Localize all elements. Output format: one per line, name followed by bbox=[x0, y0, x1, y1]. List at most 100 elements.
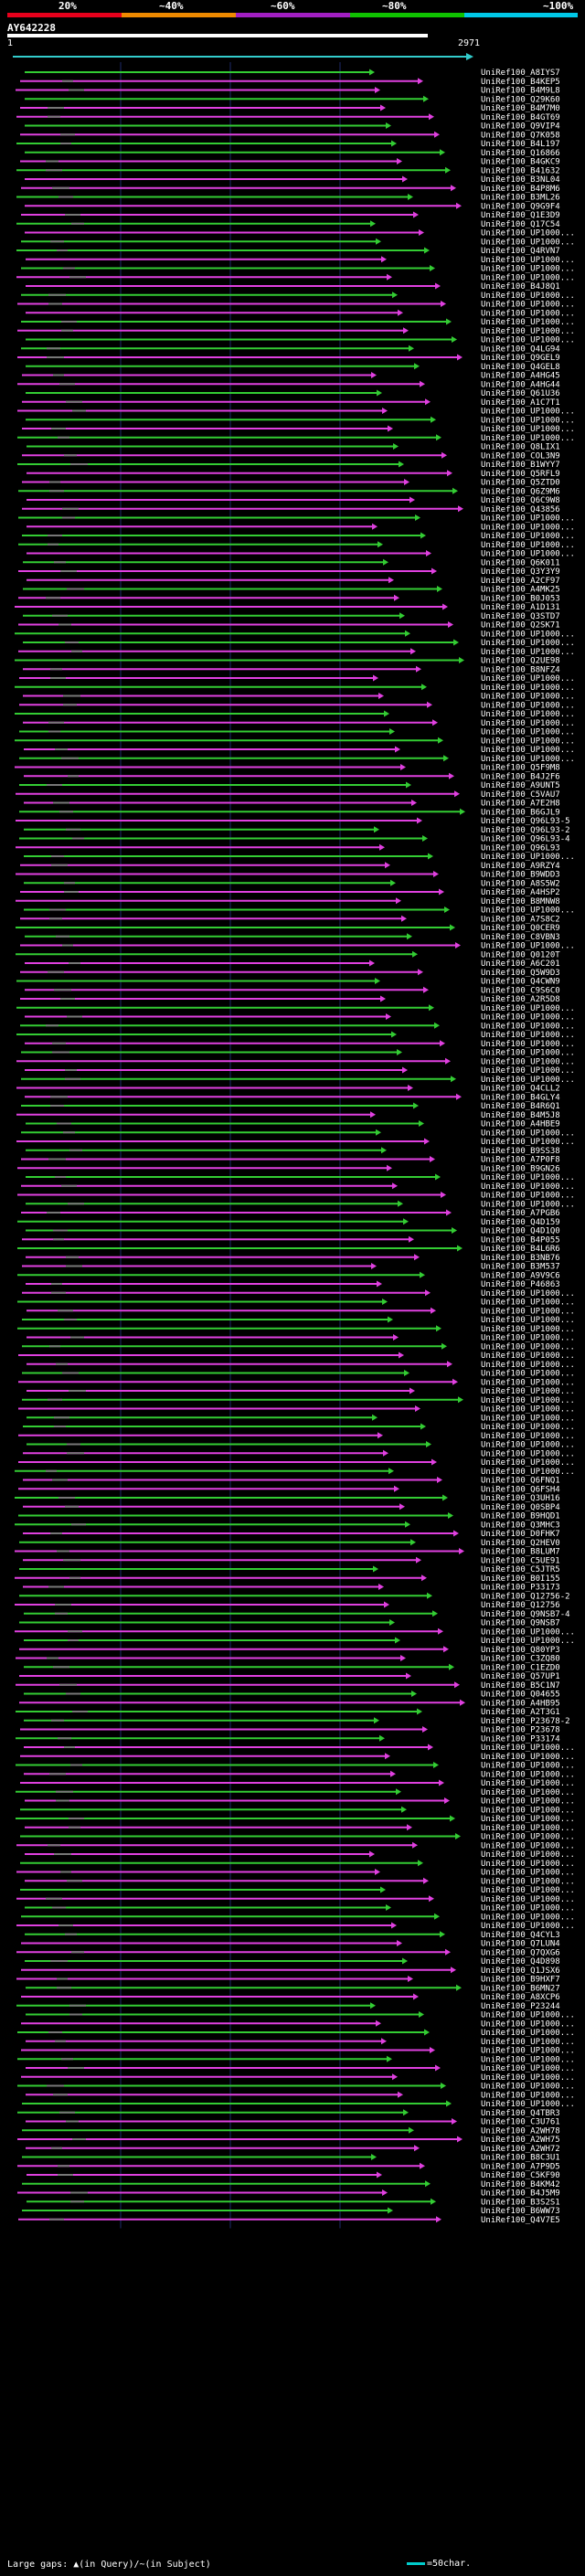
hit-label[interactable]: UniRef100_UP1000... bbox=[481, 229, 575, 239]
hit-row[interactable]: UniRef100_B4J5M9 bbox=[17, 2189, 560, 2199]
hit-label[interactable]: UniRef100_UP1000... bbox=[481, 1841, 575, 1850]
hit-row[interactable]: UniRef100_UP1000... bbox=[16, 1031, 575, 1040]
hit-label[interactable]: UniRef100_UP1000... bbox=[481, 1806, 575, 1815]
hit-row[interactable]: UniRef100_UP1000... bbox=[19, 701, 575, 710]
hit-label[interactable]: UniRef100_UP1000... bbox=[481, 265, 575, 274]
hit-row[interactable]: UniRef100_UP1000... bbox=[22, 1370, 575, 1379]
hit-row[interactable]: UniRef100_UP1000... bbox=[15, 684, 575, 693]
hit-row[interactable]: UniRef100_UP1000... bbox=[20, 1860, 575, 1869]
hit-label[interactable]: UniRef100_Q6FNQ1 bbox=[481, 1477, 560, 1486]
hit-label[interactable]: UniRef100_UP1000... bbox=[481, 2083, 575, 2092]
hit-row[interactable]: UniRef100_UP1000... bbox=[23, 1449, 575, 1458]
hit-label[interactable]: UniRef100_C5JTR5 bbox=[481, 1565, 560, 1574]
hit-label[interactable]: UniRef100_B8NFZ4 bbox=[481, 665, 560, 674]
hit-row[interactable]: UniRef100_UP1000... bbox=[26, 1200, 575, 1209]
hit-label[interactable]: UniRef100_B3NL04 bbox=[481, 175, 560, 185]
hit-label[interactable]: UniRef100_UP1000... bbox=[481, 942, 575, 951]
hit-label[interactable]: UniRef100_UP1000... bbox=[481, 1307, 575, 1316]
hit-label[interactable]: UniRef100_UP1000... bbox=[481, 2038, 575, 2047]
hit-label[interactable]: UniRef100_C5KF90 bbox=[481, 2171, 560, 2180]
hit-label[interactable]: UniRef100_UP1000... bbox=[481, 1886, 575, 1895]
hit-label[interactable]: UniRef100_UP1000... bbox=[481, 1449, 575, 1458]
hit-label[interactable]: UniRef100_Q0SBP4 bbox=[481, 1503, 560, 1512]
hit-label[interactable]: UniRef100_UP1000... bbox=[481, 1895, 575, 1904]
hit-row[interactable]: UniRef100_Q6FNQ1 bbox=[23, 1477, 560, 1486]
hit-label[interactable]: UniRef100_B4M9L8 bbox=[481, 87, 560, 96]
hit-label[interactable]: UniRef100_A7PGB6 bbox=[481, 1209, 560, 1218]
hit-row[interactable]: UniRef100_B0J053 bbox=[18, 594, 560, 603]
hit-row[interactable]: UniRef100_A4MK25 bbox=[23, 586, 560, 595]
hit-label[interactable]: UniRef100_B1WYY7 bbox=[481, 461, 560, 470]
hit-row[interactable]: UniRef100_UP1000... bbox=[26, 2011, 575, 2020]
hit-label[interactable]: UniRef100_B4KEP5 bbox=[481, 78, 560, 87]
hit-row[interactable]: UniRef100_A4HG44 bbox=[17, 380, 560, 389]
hit-label[interactable]: UniRef100_B8C3U1 bbox=[481, 2154, 560, 2163]
hit-label[interactable]: UniRef100_UP1000... bbox=[481, 336, 575, 345]
hit-row[interactable]: UniRef100_UP1000... bbox=[24, 1744, 575, 1753]
hit-row[interactable]: UniRef100_B5C1N7 bbox=[16, 1681, 560, 1691]
hit-label[interactable]: UniRef100_Q80YP3 bbox=[481, 1646, 560, 1655]
hit-label[interactable]: UniRef100_UP1000... bbox=[481, 710, 575, 719]
hit-label[interactable]: UniRef100_Q4CLL2 bbox=[481, 1085, 560, 1094]
hit-row[interactable]: UniRef100_UP1000... bbox=[16, 1057, 575, 1066]
hit-label[interactable]: UniRef100_Q96L93 bbox=[481, 843, 560, 853]
hit-row[interactable]: UniRef100_A2WH78 bbox=[22, 2126, 560, 2136]
hit-row[interactable]: UniRef100_UP1000... bbox=[15, 1468, 575, 1477]
hit-label[interactable]: UniRef100_UP1000... bbox=[481, 1361, 575, 1370]
hit-row[interactable]: UniRef100_A4HB95 bbox=[19, 1699, 560, 1708]
hit-label[interactable]: UniRef100_UP1000... bbox=[481, 1352, 575, 1361]
hit-row[interactable]: UniRef100_Q4CWN9 bbox=[16, 978, 560, 987]
hit-label[interactable]: UniRef100_B4M7M0 bbox=[481, 104, 560, 113]
hit-label[interactable]: UniRef100_Q3UH16 bbox=[481, 1494, 560, 1503]
hit-label[interactable]: UniRef100_UP1000... bbox=[481, 2019, 575, 2029]
hit-row[interactable]: UniRef100_UP1000... bbox=[16, 1841, 575, 1850]
hit-label[interactable]: UniRef100_Q7K058 bbox=[481, 131, 560, 140]
hit-row[interactable]: UniRef100_Q1E3D9 bbox=[21, 211, 560, 220]
hit-row[interactable]: UniRef100_UP1000... bbox=[20, 1833, 575, 1842]
hit-row[interactable]: UniRef100_UP1000... bbox=[16, 1762, 575, 1771]
hit-label[interactable]: UniRef100_Q7QXG6 bbox=[481, 1948, 560, 1957]
hit-row[interactable]: UniRef100_UP1000... bbox=[17, 2083, 575, 2092]
hit-label[interactable]: UniRef100_Q5RFL9 bbox=[481, 470, 560, 479]
hit-label[interactable]: UniRef100_UP1000... bbox=[481, 1013, 575, 1023]
hit-label[interactable]: UniRef100_UP1000... bbox=[481, 1057, 575, 1066]
hit-row[interactable]: UniRef100_Q0SBP4 bbox=[23, 1503, 560, 1512]
hit-label[interactable]: UniRef100_P33173 bbox=[481, 1584, 560, 1593]
hit-row[interactable]: UniRef100_UP1000... bbox=[20, 1022, 575, 1031]
hit-label[interactable]: UniRef100_Q29K60 bbox=[481, 95, 560, 104]
hit-row[interactable]: UniRef100_B4GLY4 bbox=[25, 1093, 560, 1102]
hit-row[interactable]: UniRef100_UP1000... bbox=[24, 746, 575, 755]
hit-row[interactable]: UniRef100_UP1000... bbox=[17, 408, 575, 417]
hit-row[interactable]: UniRef100_B4M9L8 bbox=[16, 87, 560, 96]
hit-label[interactable]: UniRef100_A4HG45 bbox=[481, 372, 560, 381]
hit-label[interactable]: UniRef100_UP1000... bbox=[481, 1289, 575, 1299]
hit-row[interactable]: UniRef100_UP1000... bbox=[23, 1423, 575, 1432]
hit-label[interactable]: UniRef100_B9SS38 bbox=[481, 1147, 560, 1156]
hit-row[interactable]: UniRef100_UP1000... bbox=[17, 1325, 575, 1334]
hit-label[interactable]: UniRef100_B0J053 bbox=[481, 594, 560, 603]
hit-label[interactable]: UniRef100_A4MK25 bbox=[481, 586, 560, 595]
hit-row[interactable]: UniRef100_UP1000... bbox=[18, 648, 575, 657]
hit-label[interactable]: UniRef100_B4GLY4 bbox=[481, 1093, 560, 1102]
hit-row[interactable]: UniRef100_UP1000... bbox=[18, 1432, 575, 1441]
hit-label[interactable]: UniRef100_UP1000... bbox=[481, 2100, 575, 2109]
hit-label[interactable]: UniRef100_UP1000... bbox=[481, 2073, 575, 2083]
hit-row[interactable]: UniRef100_UP1000... bbox=[22, 2100, 575, 2109]
hit-label[interactable]: UniRef100_A9UNT5 bbox=[481, 781, 560, 790]
hit-label[interactable]: UniRef100_UP1000... bbox=[481, 1860, 575, 1869]
hit-label[interactable]: UniRef100_UP1000... bbox=[481, 1405, 575, 1415]
hit-label[interactable]: UniRef100_UP1000... bbox=[481, 532, 575, 541]
hit-label[interactable]: UniRef100_UP1000... bbox=[481, 1904, 575, 1913]
hit-row[interactable]: UniRef100_Q7QXG6 bbox=[16, 1948, 560, 1957]
hit-label[interactable]: UniRef100_UP1000... bbox=[481, 1022, 575, 1031]
hit-row[interactable]: UniRef100_UP1000... bbox=[17, 2029, 575, 2038]
hit-label[interactable]: UniRef100_UP1000... bbox=[481, 1173, 575, 1182]
hit-row[interactable]: UniRef100_UP1000... bbox=[26, 2064, 575, 2073]
hit-row[interactable]: UniRef100_UP1000... bbox=[27, 1387, 575, 1396]
hit-row[interactable]: UniRef100_A8XCP6 bbox=[21, 1993, 560, 2002]
hit-label[interactable]: UniRef100_C5VAU7 bbox=[481, 790, 560, 800]
hit-label[interactable]: UniRef100_UP1000... bbox=[481, 1869, 575, 1878]
hit-row[interactable]: UniRef100_UP1000... bbox=[21, 2073, 575, 2083]
hit-row[interactable]: UniRef100_A7S8C2 bbox=[20, 915, 560, 924]
hit-label[interactable]: UniRef100_UP1000... bbox=[481, 728, 575, 737]
